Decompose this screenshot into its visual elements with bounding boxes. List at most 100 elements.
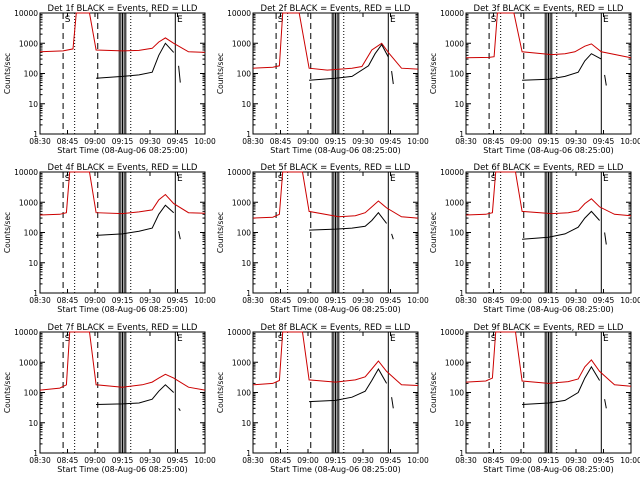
y-tick-label: 10000: [14, 9, 38, 18]
x-tick-label: 08:45: [57, 137, 79, 146]
x-tick-label: 09:45: [167, 137, 189, 146]
x-tick-label: 09:45: [593, 137, 615, 146]
x-axis-label: Start Time (08-Aug-06 08:25:00): [270, 146, 401, 155]
start-marker-label: S: [278, 174, 284, 184]
y-axis-label: Counts/sec: [3, 372, 12, 413]
lld-series-line: [252, 12, 419, 71]
lld-series-line: [252, 331, 419, 386]
detector-panel-9: Det 9f BLACK = Events, RED = LLD 08:30 08:…: [429, 323, 640, 474]
y-tick-label: 100: [24, 70, 39, 79]
y-tick-label: 10: [28, 259, 38, 268]
y-tick-label: 1000: [232, 358, 251, 367]
y-axis-label: Counts/sec: [216, 212, 225, 253]
y-tick-label: 1: [246, 289, 251, 298]
x-tick-label: 10:00: [620, 456, 640, 465]
end-marker-label: E: [390, 174, 396, 184]
x-tick-label: 09:15: [538, 137, 560, 146]
x-tick-label: 10:00: [194, 456, 216, 465]
panel-title: Det 8f BLACK = Events, RED = LLD: [261, 323, 411, 333]
x-tick-label: 10:00: [194, 296, 216, 305]
y-tick-label: 10: [241, 419, 251, 428]
y-tick-label: 1: [33, 449, 38, 458]
panel-title: Det 5f BLACK = Events, RED = LLD: [261, 163, 411, 173]
x-tick-label: 09:30: [352, 456, 374, 465]
y-tick-label: 10000: [14, 168, 38, 177]
x-axis-label: Start Time (08-Aug-06 08:25:00): [57, 146, 188, 155]
end-marker-label: E: [603, 15, 609, 25]
x-tick-label: 09:15: [325, 137, 347, 146]
y-tick-label: 10: [241, 100, 251, 109]
events-series-tail: [178, 231, 181, 240]
x-tick-label: 10:00: [620, 296, 640, 305]
y-tick-label: 10000: [14, 328, 38, 337]
x-tick-label: 09:45: [380, 296, 402, 305]
x-tick-label: 09:30: [139, 296, 161, 305]
lld-series-line: [252, 171, 419, 219]
x-tick-label: 09:45: [380, 456, 402, 465]
x-tick-label: 09:15: [325, 456, 347, 465]
x-tick-label: 08:30: [242, 456, 264, 465]
x-tick-label: 09:00: [510, 296, 532, 305]
x-tick-label: 10:00: [620, 137, 640, 146]
y-tick-label: 1: [33, 130, 38, 139]
y-tick-label: 100: [237, 389, 252, 398]
events-series-line: [96, 42, 175, 79]
y-tick-label: 1: [33, 289, 38, 298]
panel-title: Det 2f BLACK = Events, RED = LLD: [261, 4, 411, 14]
x-tick-label: 08:45: [270, 296, 292, 305]
panel-title: Det 1f BLACK = Events, RED = LLD: [48, 4, 198, 14]
x-tick-label: 10:00: [194, 137, 216, 146]
y-axis-label: Counts/sec: [429, 53, 438, 94]
x-tick-label: 09:45: [167, 296, 189, 305]
y-tick-label: 10: [454, 100, 464, 109]
panel-title: Det 6f BLACK = Events, RED = LLD: [474, 163, 624, 173]
y-tick-label: 10000: [440, 168, 464, 177]
y-tick-label: 10: [28, 419, 38, 428]
events-series-line: [309, 43, 389, 81]
y-tick-label: 1000: [445, 39, 464, 48]
y-tick-label: 100: [450, 229, 465, 238]
events-series-tail: [604, 232, 607, 245]
y-tick-label: 100: [450, 70, 465, 79]
lld-series-line: [39, 12, 206, 53]
lld-series-line: [465, 171, 632, 217]
x-tick-label: 09:30: [139, 137, 161, 146]
x-tick-label: 08:45: [57, 456, 79, 465]
detector-panel-3: Det 3f BLACK = Events, RED = LLD 08:30 08:…: [429, 4, 640, 155]
x-tick-label: 10:00: [407, 137, 429, 146]
events-series-tail: [391, 397, 394, 409]
detector-panel-7: Det 7f BLACK = Events, RED = LLD 08:30 08:…: [3, 323, 216, 474]
x-tick-label: 09:30: [565, 456, 587, 465]
x-tick-label: 08:45: [57, 296, 79, 305]
detector-panel-8: Det 8f BLACK = Events, RED = LLD 08:30 08:…: [216, 323, 429, 474]
events-series-tail: [178, 65, 181, 83]
start-marker-label: S: [491, 15, 497, 25]
y-tick-label: 100: [450, 389, 465, 398]
detector-panel-4: Det 4f BLACK = Events, RED = LLD 08:30 08:…: [3, 163, 216, 314]
x-axis-label: Start Time (08-Aug-06 08:25:00): [270, 305, 401, 314]
events-series-line: [522, 53, 602, 81]
x-tick-label: 09:15: [112, 456, 134, 465]
y-tick-label: 1000: [19, 198, 38, 207]
y-tick-label: 1: [459, 130, 464, 139]
x-tick-label: 09:00: [510, 456, 532, 465]
y-tick-label: 10000: [227, 168, 251, 177]
end-marker-label: E: [603, 334, 609, 344]
y-tick-label: 10000: [440, 328, 464, 337]
lld-series-line: [465, 12, 632, 59]
start-marker-label: S: [491, 174, 497, 184]
x-axis-label: Start Time (08-Aug-06 08:25:00): [270, 465, 401, 474]
start-marker-label: S: [278, 334, 284, 344]
x-tick-label: 09:30: [565, 137, 587, 146]
x-tick-label: 09:15: [112, 137, 134, 146]
detector-panel-1: Det 1f BLACK = Events, RED = LLD 08:30 08:…: [3, 4, 216, 155]
start-marker-label: S: [65, 334, 71, 344]
x-tick-label: 09:00: [297, 137, 319, 146]
x-tick-label: 09:30: [565, 296, 587, 305]
start-marker-label: S: [65, 15, 71, 25]
events-series-tail: [604, 74, 607, 86]
x-axis-label: Start Time (08-Aug-06 08:25:00): [57, 305, 188, 314]
end-marker-label: E: [390, 15, 396, 25]
x-tick-label: 09:30: [352, 296, 374, 305]
detector-panel-5: Det 5f BLACK = Events, RED = LLD 08:30 08:…: [216, 163, 429, 314]
